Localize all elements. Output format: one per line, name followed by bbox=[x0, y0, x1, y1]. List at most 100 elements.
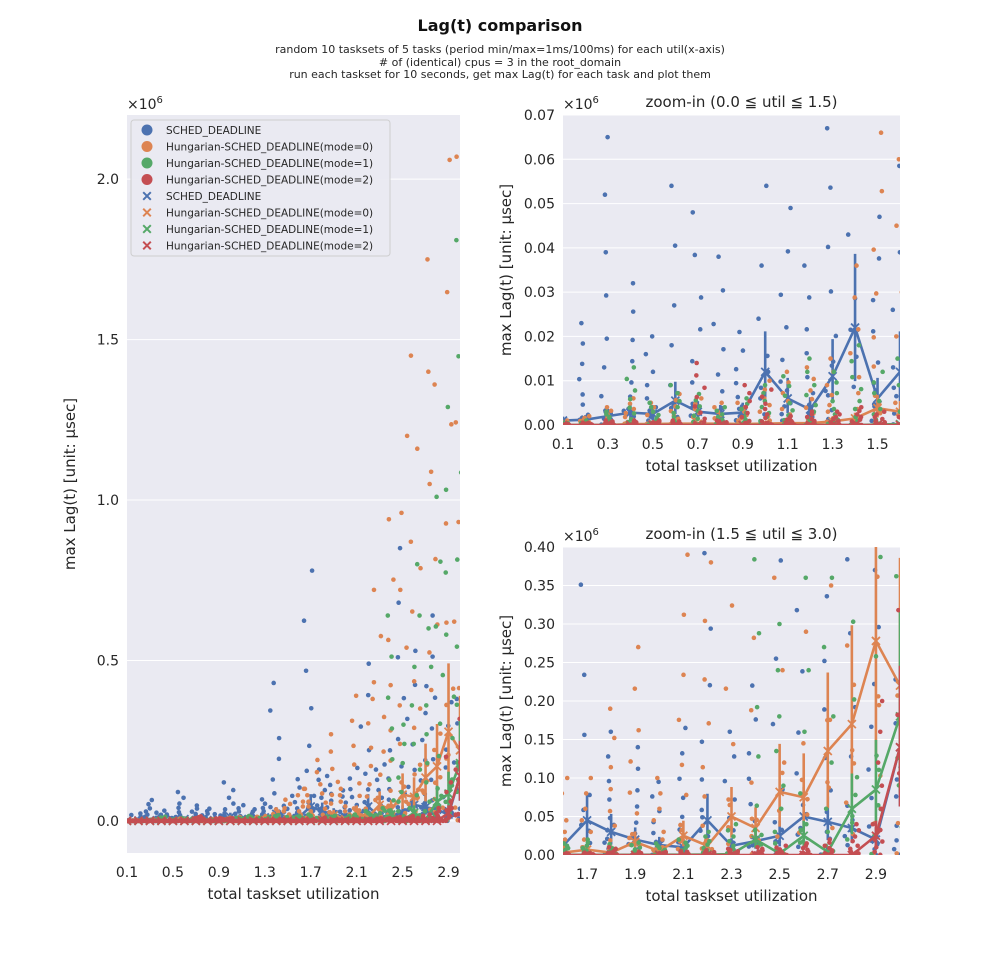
scatter-point bbox=[811, 376, 817, 382]
scatter-point bbox=[318, 782, 323, 787]
scatter-point bbox=[852, 295, 858, 300]
scatter-point bbox=[748, 707, 754, 713]
scatter-point bbox=[779, 406, 785, 412]
scatter-point bbox=[825, 244, 831, 250]
scatter-point bbox=[727, 520, 732, 525]
scatter-point bbox=[301, 618, 307, 623]
scatter-point bbox=[207, 806, 212, 812]
scatter-point bbox=[732, 797, 737, 802]
scatter-point bbox=[635, 744, 641, 750]
x-tick-label: 1.3 bbox=[821, 437, 843, 453]
scatter-point bbox=[445, 404, 451, 410]
scatter-point bbox=[777, 621, 782, 627]
mean-x-marker bbox=[260, 816, 270, 826]
scatter-point bbox=[631, 406, 637, 412]
scatter-point bbox=[635, 766, 641, 772]
y-tick-label: 0.07 bbox=[524, 108, 555, 124]
scatter-point bbox=[405, 716, 410, 722]
mean-x-marker bbox=[693, 420, 703, 425]
scatter-point bbox=[404, 645, 409, 650]
x-tick-label: 2.1 bbox=[672, 867, 694, 883]
scatter-point bbox=[856, 390, 861, 396]
scatter-point bbox=[411, 679, 417, 684]
scatter-point bbox=[746, 751, 752, 756]
scatter-point bbox=[368, 745, 374, 751]
scatter-point bbox=[432, 747, 437, 753]
scatter-point bbox=[395, 736, 401, 742]
scatter-point bbox=[821, 644, 827, 650]
mean-x-marker bbox=[603, 420, 613, 425]
scatter-point bbox=[828, 185, 833, 190]
panel-title: zoom-in (1.5 ≦ util ≦ 3.0) bbox=[645, 525, 837, 543]
scatter-point bbox=[711, 321, 716, 327]
scatter-point bbox=[563, 423, 564, 425]
scatter-point bbox=[632, 686, 638, 691]
scatter-point bbox=[897, 249, 900, 255]
legend-entry-label: Hungarian-SCHED_DEADLINE(mode=1) bbox=[166, 158, 373, 170]
scatter-point bbox=[679, 762, 685, 768]
scatter-point bbox=[276, 735, 282, 741]
scatter-point bbox=[769, 387, 774, 392]
scatter-point bbox=[694, 360, 699, 366]
scatter-point bbox=[852, 406, 858, 412]
scatter-point bbox=[751, 635, 757, 641]
scatter-point bbox=[627, 790, 633, 795]
scatter-point bbox=[794, 607, 800, 613]
scatter-point bbox=[649, 794, 655, 799]
scatter-point bbox=[668, 382, 673, 388]
scatter-point bbox=[563, 423, 564, 425]
scatter-point bbox=[581, 672, 587, 678]
y-tick-label: 2.0 bbox=[97, 172, 119, 188]
scatter-point bbox=[726, 797, 731, 802]
scatter-point bbox=[120, 818, 125, 823]
scatter-point bbox=[464, 666, 469, 671]
scatter-point bbox=[608, 838, 613, 843]
scatter-point bbox=[391, 798, 396, 803]
scatter-point bbox=[882, 420, 888, 425]
legend-entry-label: Hungarian-SCHED_DEADLINE(mode=2) bbox=[166, 175, 373, 187]
scatter-point bbox=[402, 741, 407, 747]
scatter-point bbox=[749, 683, 755, 688]
scatter-point bbox=[891, 385, 897, 391]
scatter-point bbox=[408, 353, 414, 358]
scatter-point bbox=[739, 406, 744, 412]
scatter-point bbox=[759, 263, 764, 268]
x-tick-label: 0.1 bbox=[552, 437, 574, 453]
mean-x-marker bbox=[750, 850, 761, 855]
scatter-point bbox=[138, 811, 143, 816]
scatter-point bbox=[315, 757, 320, 763]
scatter-point bbox=[773, 656, 779, 661]
scatter-point bbox=[637, 845, 643, 850]
y-axis-label: max Lag(t) [unit: µsec] bbox=[497, 184, 515, 356]
plot-marks bbox=[563, 520, 900, 855]
scatter-point bbox=[438, 559, 443, 564]
scatter-point bbox=[409, 609, 415, 614]
scatter-point bbox=[459, 783, 460, 785]
mean-x-marker bbox=[760, 420, 770, 425]
scatter-point bbox=[603, 293, 609, 298]
y-tick-label: 0.05 bbox=[524, 810, 555, 826]
scatter-point bbox=[809, 416, 815, 422]
x-tick-label: 1.9 bbox=[624, 867, 646, 883]
scatter-point bbox=[343, 800, 349, 805]
mean-x-marker bbox=[823, 746, 833, 756]
scatter-point bbox=[894, 534, 899, 539]
scatter-point bbox=[351, 762, 357, 767]
scatter-point bbox=[381, 749, 386, 754]
scatter-point bbox=[890, 307, 896, 313]
scatter-point bbox=[811, 382, 817, 388]
scatter-point bbox=[880, 416, 885, 422]
scatter-point bbox=[443, 799, 448, 805]
mean-x-marker bbox=[432, 816, 442, 826]
scatter-point bbox=[603, 249, 609, 255]
scatter-point bbox=[424, 731, 429, 737]
scatter-point bbox=[306, 804, 311, 809]
scatter-point bbox=[580, 845, 586, 851]
scatter-point bbox=[401, 722, 406, 727]
scatter-point bbox=[423, 703, 429, 708]
scatter-point bbox=[632, 388, 638, 393]
scatter-point bbox=[259, 797, 265, 802]
scatter-point bbox=[702, 677, 707, 682]
mean-x-marker bbox=[329, 816, 339, 826]
scatter-point bbox=[784, 325, 789, 330]
